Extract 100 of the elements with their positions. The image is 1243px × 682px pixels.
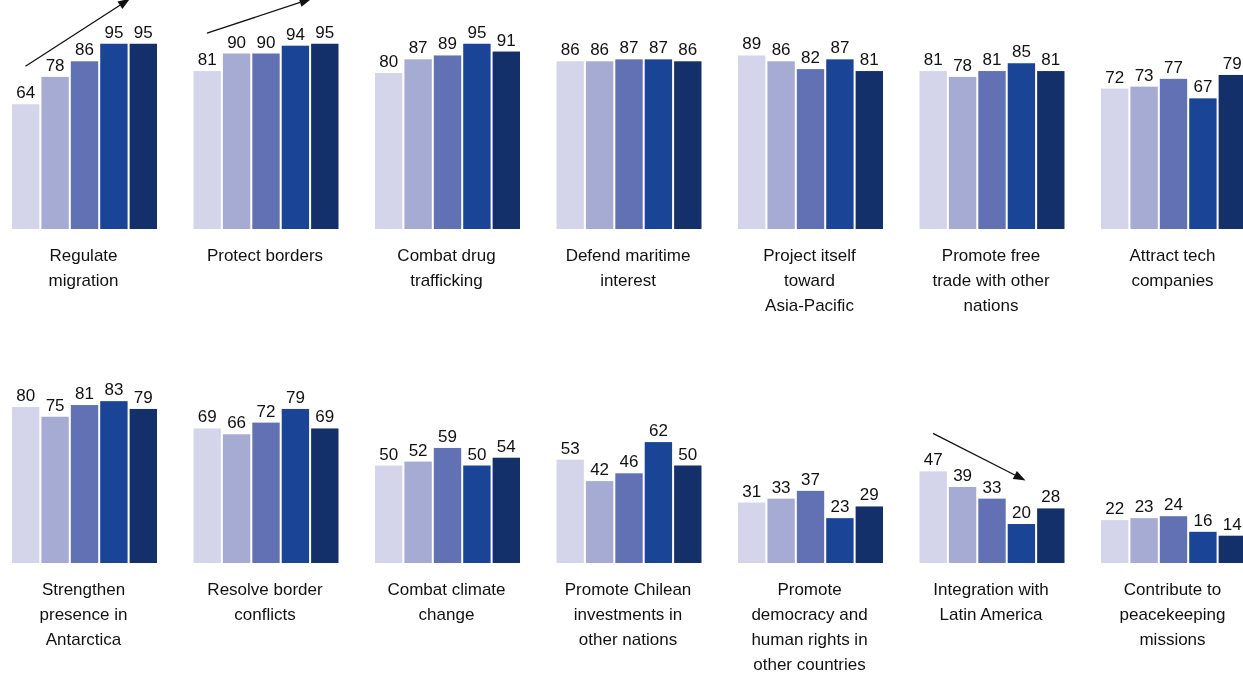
bar [70,61,99,229]
data-label: 73 [1134,65,1154,85]
data-label: 82 [801,48,820,68]
bar [1189,531,1217,563]
data-label: 80 [16,386,36,405]
x-axis-title: Project itself toward Asia-Pacific [763,246,857,315]
data-label: 89 [742,34,762,54]
data-label: 39 [953,465,973,485]
x-axis-title: Promote Chilean investments in other nations [564,580,692,649]
data-label: 85 [1011,42,1031,62]
data-label: 33 [982,477,1002,497]
data-label: 80 [379,52,399,71]
data-label: 79 [285,387,305,407]
data-label: 90 [256,32,276,52]
x-axis-title: Regulate migration [48,246,119,290]
data-label: 31 [742,481,762,501]
data-label: 50 [678,444,698,464]
bar [1130,518,1158,563]
data-label: 50 [467,444,487,464]
data-label: 95 [315,22,335,42]
data-label: 87 [408,38,428,58]
bar [796,490,825,563]
data-label: 23 [830,497,850,517]
data-label: 77 [1164,57,1183,77]
data-label: 53 [560,438,580,458]
data-label: 86 [560,40,580,60]
bar [12,104,40,229]
data-label: 54 [496,436,516,456]
bar [1159,516,1188,563]
data-label: 91 [496,30,516,50]
bar [129,43,157,229]
data-label: 87 [619,38,639,58]
data-label: 50 [379,444,399,464]
data-label: 33 [771,477,791,497]
bar [615,473,643,563]
data-label: 64 [16,83,36,103]
x-axis-title: Protect borders [206,246,324,265]
bar [919,471,947,563]
data-label: 37 [801,469,820,489]
data-label: 62 [648,421,668,441]
data-label: 16 [1193,510,1213,530]
data-label: 86 [590,40,610,60]
bar [1101,520,1129,563]
data-label: 86 [771,40,791,60]
data-label: 87 [830,38,850,58]
data-label: 81 [75,384,94,404]
data-label: 87 [648,38,668,58]
x-axis-title: Combat climate change [387,580,506,624]
bar [738,502,766,563]
data-label: 47 [923,450,943,470]
bar [585,481,614,563]
data-label: 69 [315,407,335,427]
data-label: 66 [227,413,247,433]
data-label: 14 [1222,514,1242,534]
bar [826,518,854,563]
data-label: 78 [953,55,973,75]
x-axis-title: Resolve border conflicts [207,580,323,624]
bar [767,498,795,563]
data-label: 81 [1041,50,1061,70]
data-label: 59 [438,426,457,446]
data-label: 81 [923,50,943,70]
data-label: 46 [619,452,639,472]
data-label: 83 [104,380,124,400]
bar [1007,524,1036,563]
data-label: 94 [285,24,305,44]
x-axis-title: Contribute to peacekeeping missions [1119,580,1226,649]
data-label: 86 [75,40,94,60]
data-label: 29 [859,485,879,505]
data-label: 79 [133,387,153,407]
data-label: 75 [45,395,65,415]
data-label: 95 [467,22,487,42]
data-label: 81 [859,50,879,70]
x-axis-title: Integration with Latin America [933,580,1049,624]
data-label: 52 [408,440,428,460]
data-label: 20 [1011,503,1031,522]
data-label: 95 [104,22,124,42]
bar [855,506,883,563]
data-label: 67 [1193,77,1213,97]
data-label: 23 [1134,497,1154,517]
data-label: 78 [45,55,65,75]
x-axis-title: Attract tech companies [1129,246,1216,290]
data-label: 95 [133,22,153,42]
bar [978,498,1006,563]
data-label: 79 [1222,53,1242,73]
data-label: 89 [438,34,457,54]
data-label: 72 [256,401,276,421]
data-label: 81 [197,50,217,70]
data-label: 72 [1105,67,1125,87]
x-axis-title: Promote free trade with other nations [932,246,1050,315]
x-axis-title: Combat drug trafficking [397,246,496,290]
data-label: 69 [197,407,217,427]
data-label: 90 [227,32,247,52]
bar [674,465,702,563]
x-axis-title: Promote democracy and human rights in other countries [751,580,868,674]
bar [948,486,977,563]
x-axis-title: Strengthen presence in Antarctica [39,580,128,649]
bar [644,442,673,563]
data-label: 28 [1041,487,1061,507]
data-label: 81 [982,50,1002,70]
bar [1037,508,1065,563]
